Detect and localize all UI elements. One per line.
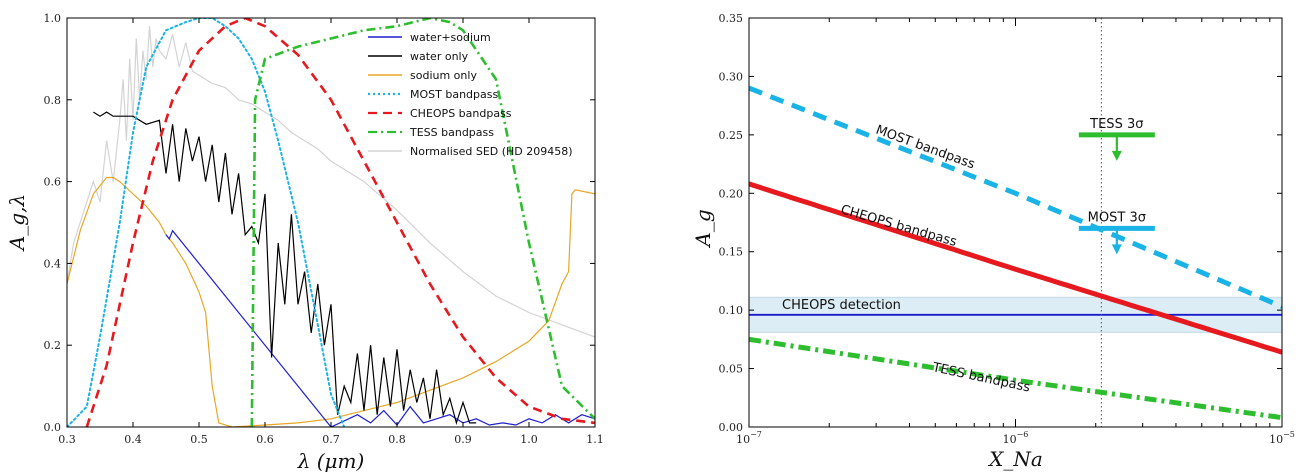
- right-series-cheops-bandpass: [749, 181, 1282, 355]
- legend-label-normalised-sed-hd-209458: Normalised SED (HD 209458): [410, 145, 573, 158]
- left-x-axis-label: λ (μm): [297, 449, 365, 472]
- left-x-tick-label: 1.1: [586, 433, 604, 446]
- legend-label-water-only: water only: [410, 50, 469, 63]
- legend-label-water-sodium: water+sodium: [410, 31, 491, 44]
- left-x-tick-label: 0.5: [190, 433, 208, 446]
- left-x-tick-label: 1.0: [520, 433, 538, 446]
- legend-label-sodium-only: sodium only: [410, 69, 477, 82]
- right-series-tess-bandpass: [749, 336, 1282, 421]
- left-y-tick-label: 0.4: [44, 257, 62, 270]
- right-x-axis-label: X_Na: [987, 447, 1043, 471]
- left-x-tick-label: 0.9: [454, 433, 472, 446]
- right-x-tick-label: 10−6: [1003, 430, 1029, 446]
- left-x-tick-label: 0.3: [58, 433, 76, 446]
- left-series-group: [67, 18, 595, 427]
- left-y-tick-label: 1.0: [44, 12, 62, 25]
- curve-label-most-bandpass: MOST bandpass: [874, 123, 977, 173]
- left-x-tick-label: 0.6: [256, 433, 274, 446]
- left-y-tick-label: 0.8: [44, 94, 62, 107]
- left-series-tess-bandpass: [250, 18, 595, 427]
- right-y-tick-label: 0.35: [719, 12, 744, 25]
- right-y-tick-label: 0.15: [719, 246, 744, 259]
- legend-label-tess-bandpass: TESS bandpass: [409, 126, 494, 139]
- right-series-group: [749, 18, 1282, 427]
- right-y-tick-label: 0.25: [719, 129, 744, 142]
- left-legend: water+sodium water only sodium only MOST ba…: [368, 31, 573, 158]
- right-x-tick-exponent: −6: [1017, 430, 1029, 439]
- left-series-most-bandpass: [67, 18, 346, 427]
- right-y-axis-label: A_g: [691, 209, 715, 248]
- right-y-tick-label: 0.30: [719, 70, 744, 83]
- left-x-tick-label: 0.7: [322, 433, 340, 446]
- curve-label-tess-bandpass: TESS bandpass: [930, 360, 1031, 396]
- curve-label-cheops-bandpass: CHEOPS bandpass: [839, 202, 959, 250]
- right-ticks: 10−7 10−6 10−50.000.050.100.150.200.250.30…: [719, 12, 1295, 446]
- upper-limit-arrowhead-tess-3: [1111, 150, 1122, 161]
- left-y-tick-label: 0.2: [44, 339, 62, 352]
- upper-limit-arrowhead-most-3: [1111, 244, 1122, 255]
- left-y-tick-label: 0.0: [44, 421, 62, 434]
- left-series-cheops-bandpass: [85, 18, 595, 427]
- left-series-water-only: [93, 111, 477, 426]
- left-series-water-sodium: [165, 229, 595, 427]
- right-plot-frame: [748, 17, 1283, 428]
- upper-limit-label-most-3: MOST 3σ: [1088, 210, 1146, 225]
- left-y-axis-label: A_g,λ: [5, 194, 29, 252]
- legend-label-most-bandpass: MOST bandpass: [410, 88, 498, 101]
- left-ticks: 0.3 0.4 0.5 0.6 0.7 0.8 0.9 1.0 1.1 0.0 0.2 0.4 0.6 0…: [44, 12, 604, 446]
- right-x-tick-exponent: −7: [750, 430, 762, 439]
- right-x-tick-label: 10−5: [1269, 430, 1295, 446]
- detection-label: CHEOPS detection: [782, 298, 901, 313]
- left-series-normalised-sed-hd-209458: [67, 26, 595, 338]
- left-series-sodium-only: [67, 176, 595, 427]
- right-x-tick-exponent: −5: [1283, 430, 1295, 439]
- right-y-tick-label: 0.05: [719, 363, 744, 376]
- right-y-tick-label: 0.20: [719, 187, 744, 200]
- right-chart: 10−7 10−6 10−50.000.050.100.150.200.250.30…: [691, 12, 1295, 471]
- legend-label-cheops-bandpass: CHEOPS bandpass: [410, 107, 512, 120]
- upper-limit-label-tess-3: TESS 3σ: [1089, 117, 1143, 132]
- right-series-most-bandpass: [749, 85, 1282, 309]
- left-x-tick-label: 0.8: [388, 433, 406, 446]
- right-y-tick-label: 0.10: [719, 304, 744, 317]
- right-y-tick-label: 0.00: [719, 421, 744, 434]
- left-chart: 0.3 0.4 0.5 0.6 0.7 0.8 0.9 1.0 1.1 0.0 0.2 0.4 0.6 0…: [5, 12, 604, 472]
- left-y-tick-label: 0.6: [44, 176, 62, 189]
- left-x-tick-label: 0.4: [124, 433, 142, 446]
